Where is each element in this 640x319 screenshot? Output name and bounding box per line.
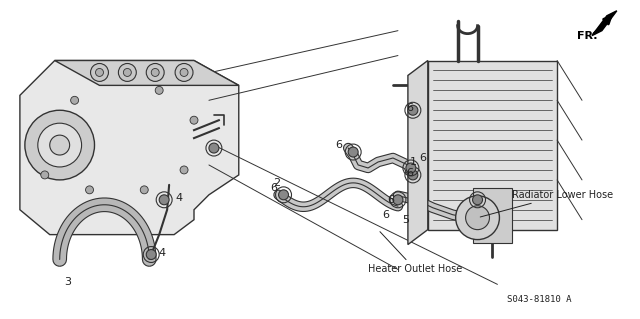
Text: 4: 4 bbox=[159, 248, 166, 257]
Circle shape bbox=[38, 123, 81, 167]
Circle shape bbox=[408, 170, 418, 180]
Text: 4: 4 bbox=[175, 193, 182, 203]
Polygon shape bbox=[20, 61, 239, 234]
Text: 1: 1 bbox=[410, 157, 417, 167]
Circle shape bbox=[278, 190, 289, 200]
Text: 6: 6 bbox=[383, 210, 390, 220]
Text: 6: 6 bbox=[419, 153, 426, 163]
Circle shape bbox=[25, 110, 95, 180]
Circle shape bbox=[408, 105, 418, 115]
Text: S043-81810 A: S043-81810 A bbox=[508, 295, 572, 304]
Polygon shape bbox=[592, 11, 617, 36]
Circle shape bbox=[90, 63, 108, 81]
Circle shape bbox=[456, 196, 499, 240]
Circle shape bbox=[472, 195, 483, 205]
Text: 6: 6 bbox=[270, 183, 277, 193]
Text: 6: 6 bbox=[387, 195, 394, 205]
Circle shape bbox=[118, 63, 136, 81]
Polygon shape bbox=[408, 61, 428, 245]
Circle shape bbox=[41, 171, 49, 179]
Circle shape bbox=[140, 186, 148, 194]
Circle shape bbox=[406, 163, 416, 173]
Circle shape bbox=[159, 195, 169, 205]
Circle shape bbox=[466, 206, 490, 230]
Circle shape bbox=[348, 147, 358, 157]
Circle shape bbox=[147, 249, 156, 259]
Text: Radiator Lower Hose: Radiator Lower Hose bbox=[480, 190, 614, 217]
Bar bbox=[428, 61, 557, 230]
Circle shape bbox=[124, 69, 131, 77]
Text: 6: 6 bbox=[406, 168, 413, 178]
Bar bbox=[472, 188, 513, 242]
Circle shape bbox=[209, 143, 219, 153]
Circle shape bbox=[70, 96, 79, 104]
Text: 6: 6 bbox=[406, 103, 413, 113]
Text: 2: 2 bbox=[273, 178, 280, 188]
Text: Heater Outlet Hose: Heater Outlet Hose bbox=[368, 232, 462, 274]
Circle shape bbox=[393, 195, 403, 205]
Circle shape bbox=[151, 69, 159, 77]
Circle shape bbox=[156, 86, 163, 94]
Circle shape bbox=[147, 63, 164, 81]
Text: 3: 3 bbox=[64, 277, 71, 287]
Circle shape bbox=[180, 166, 188, 174]
Text: 6: 6 bbox=[335, 140, 342, 150]
Circle shape bbox=[190, 116, 198, 124]
Circle shape bbox=[86, 186, 93, 194]
Polygon shape bbox=[54, 61, 239, 85]
Circle shape bbox=[95, 69, 104, 77]
Text: 5: 5 bbox=[403, 215, 410, 225]
Circle shape bbox=[175, 63, 193, 81]
Circle shape bbox=[50, 135, 70, 155]
Text: FR.: FR. bbox=[577, 31, 598, 41]
Circle shape bbox=[180, 69, 188, 77]
